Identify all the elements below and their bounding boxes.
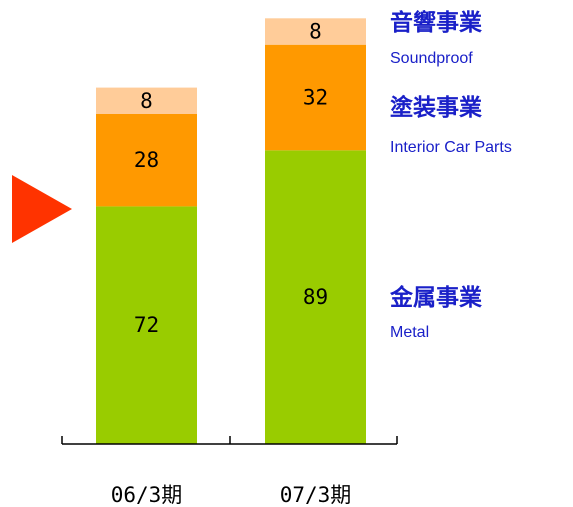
bar-segment-1-cat-1 (96, 206, 197, 444)
data-label-2-cat-1: 28 (134, 148, 159, 172)
data-label-1-cat-2: 89 (303, 285, 328, 309)
bar-segment-2-cat-1 (96, 114, 197, 207)
arrow-marker-icon (12, 175, 72, 243)
bar-segment-1-cat-2 (265, 150, 366, 445)
data-label-1-cat-1: 72 (134, 313, 159, 337)
data-label-3-cat-2: 8 (309, 20, 322, 44)
legend-name-en-2: Interior Car Parts (390, 139, 512, 156)
legend-name-1: 金属事業 (389, 284, 483, 311)
legend-name-en-1: Metal (390, 324, 429, 341)
legend-name-en-3: Soundproof (390, 50, 473, 67)
bar-segment-2-cat-2 (265, 44, 366, 151)
data-label-2-cat-2: 32 (303, 86, 328, 110)
bar-segment-3-cat-2 (265, 18, 366, 45)
bar-segment-3-cat-1 (96, 87, 197, 114)
category-label-1: 06/3期 (111, 483, 183, 507)
legend-name-2: 塗装事業 (390, 94, 483, 121)
data-label-3-cat-1: 8 (140, 89, 153, 113)
category-label-2: 07/3期 (280, 483, 352, 507)
legend-name-3: 音響事業 (390, 9, 483, 36)
